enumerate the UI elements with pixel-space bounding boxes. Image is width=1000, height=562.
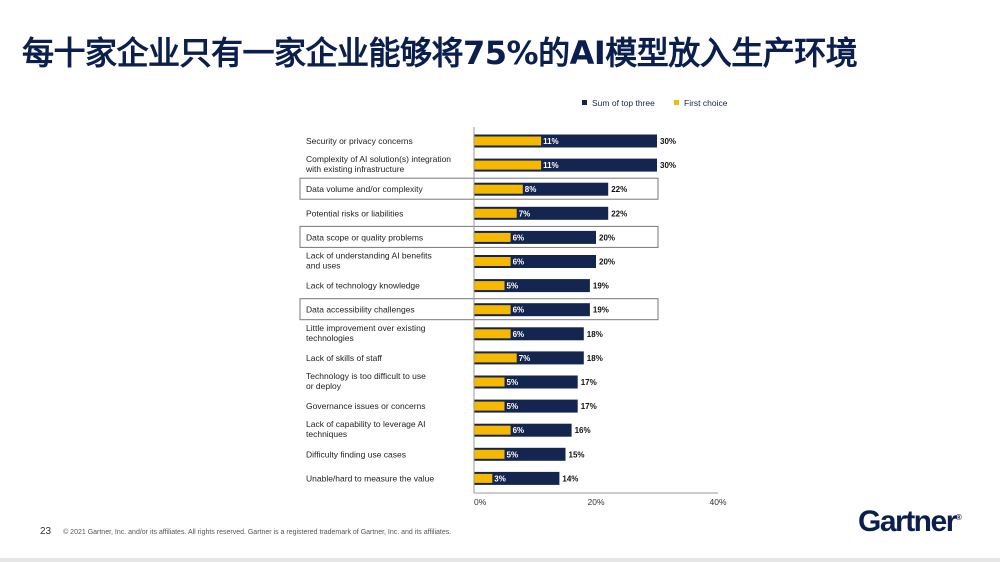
footer: 23 © 2021 Gartner, Inc. and/or its affil… — [40, 526, 451, 537]
category-label: Unable/hard to measure the value — [306, 473, 434, 483]
category-label: Data accessibility challenges — [306, 305, 415, 315]
data-label-top-three: 22% — [611, 209, 627, 218]
data-label-top-three: 20% — [599, 233, 615, 242]
legend-label-top-three: Sum of top three — [592, 98, 655, 108]
bar-top-three — [474, 471, 560, 485]
data-label-first-choice: 7% — [519, 209, 531, 218]
data-label-top-three: 19% — [593, 282, 609, 291]
data-label-top-three: 22% — [611, 185, 627, 194]
x-tick-label: 20% — [587, 497, 604, 507]
bar-first-choice — [474, 281, 505, 291]
data-label-top-three: 18% — [587, 330, 603, 339]
bar-first-choice — [474, 305, 511, 315]
highlight-box — [299, 298, 659, 321]
bar-first-choice — [474, 257, 511, 266]
data-label-first-choice: 8% — [525, 185, 537, 194]
bar-first-choice — [474, 208, 517, 218]
bar-first-choice — [474, 377, 505, 387]
data-label-top-three: 19% — [593, 306, 609, 315]
legend-swatch-first-choice — [674, 100, 679, 105]
data-label-top-three: 18% — [587, 354, 603, 363]
x-tick-label: 0% — [474, 497, 487, 507]
bar-first-choice — [474, 232, 511, 242]
bar-first-choice — [474, 353, 517, 363]
data-label-top-three: 17% — [581, 402, 597, 411]
category-label: Data scope or quality problems — [306, 232, 423, 242]
data-label-top-three: 30% — [660, 137, 676, 146]
data-label-top-three: 16% — [575, 426, 591, 435]
page-number: 23 — [40, 526, 52, 537]
highlight-box — [299, 177, 659, 200]
data-label-first-choice: 6% — [513, 306, 525, 315]
legend-label-first-choice: First choice — [684, 98, 728, 108]
category-label: Lack of skills of staff — [306, 353, 383, 363]
gartner-logo: Gartner® — [858, 505, 962, 538]
category-label: Governance issues or concerns — [306, 401, 426, 411]
data-label-first-choice: 6% — [513, 233, 525, 242]
bar-first-choice — [474, 329, 511, 339]
data-label-first-choice: 11% — [543, 161, 559, 170]
category-label: Security or privacy concerns — [306, 136, 413, 146]
legend-swatch-top-three — [582, 100, 587, 105]
category-label: Lack of understanding AI benefits and use… — [306, 251, 432, 271]
bar-first-choice — [474, 473, 493, 483]
data-label-first-choice: 5% — [507, 282, 519, 291]
category-label: Data volume and/or complexity — [306, 184, 423, 194]
category-label: Potential risks or liabilities — [306, 208, 403, 218]
data-label-top-three: 17% — [581, 378, 597, 387]
bottom-divider — [0, 558, 1000, 562]
category-label: Complexity of AI solution(s) integration… — [305, 154, 451, 174]
slide-title: 每十家企业只有一家企业能够将75%的AI模型放入生产环境 — [22, 34, 858, 72]
data-label-first-choice: 5% — [507, 450, 519, 459]
data-label-first-choice: 5% — [507, 378, 519, 387]
data-label-first-choice: 6% — [513, 330, 525, 339]
copyright-text: © 2021 Gartner, Inc. and/or its affiliat… — [63, 529, 452, 536]
logo-text: Gartner — [858, 505, 957, 538]
data-label-first-choice: 11% — [543, 137, 559, 146]
bar-first-choice — [474, 184, 523, 194]
data-label-top-three: 30% — [660, 161, 676, 170]
bar-first-choice — [474, 449, 505, 459]
data-label-first-choice: 3% — [494, 474, 506, 483]
data-label-first-choice: 6% — [513, 426, 525, 435]
data-label-first-choice: 7% — [519, 354, 531, 363]
data-label-top-three: 14% — [562, 474, 578, 483]
bar-first-choice — [474, 136, 542, 146]
category-label: Lack of capability to leverage AI techniq… — [306, 419, 426, 439]
category-label: Little improvement over existing technolo… — [306, 323, 426, 343]
data-label-top-three: 15% — [569, 450, 585, 459]
category-label: Technology is too difficult to use or dep… — [306, 371, 426, 391]
bar-first-choice — [474, 401, 505, 411]
bar-first-choice — [474, 425, 511, 435]
data-label-first-choice: 5% — [507, 402, 519, 411]
data-label-first-choice: 6% — [513, 258, 525, 267]
bar-first-choice — [474, 160, 542, 170]
highlight-box — [299, 225, 659, 248]
category-label: Lack of technology knowledge — [306, 281, 420, 291]
data-label-top-three: 20% — [599, 258, 615, 267]
x-tick-label: 40% — [709, 497, 726, 507]
category-label: Difficulty finding use cases — [306, 449, 406, 459]
